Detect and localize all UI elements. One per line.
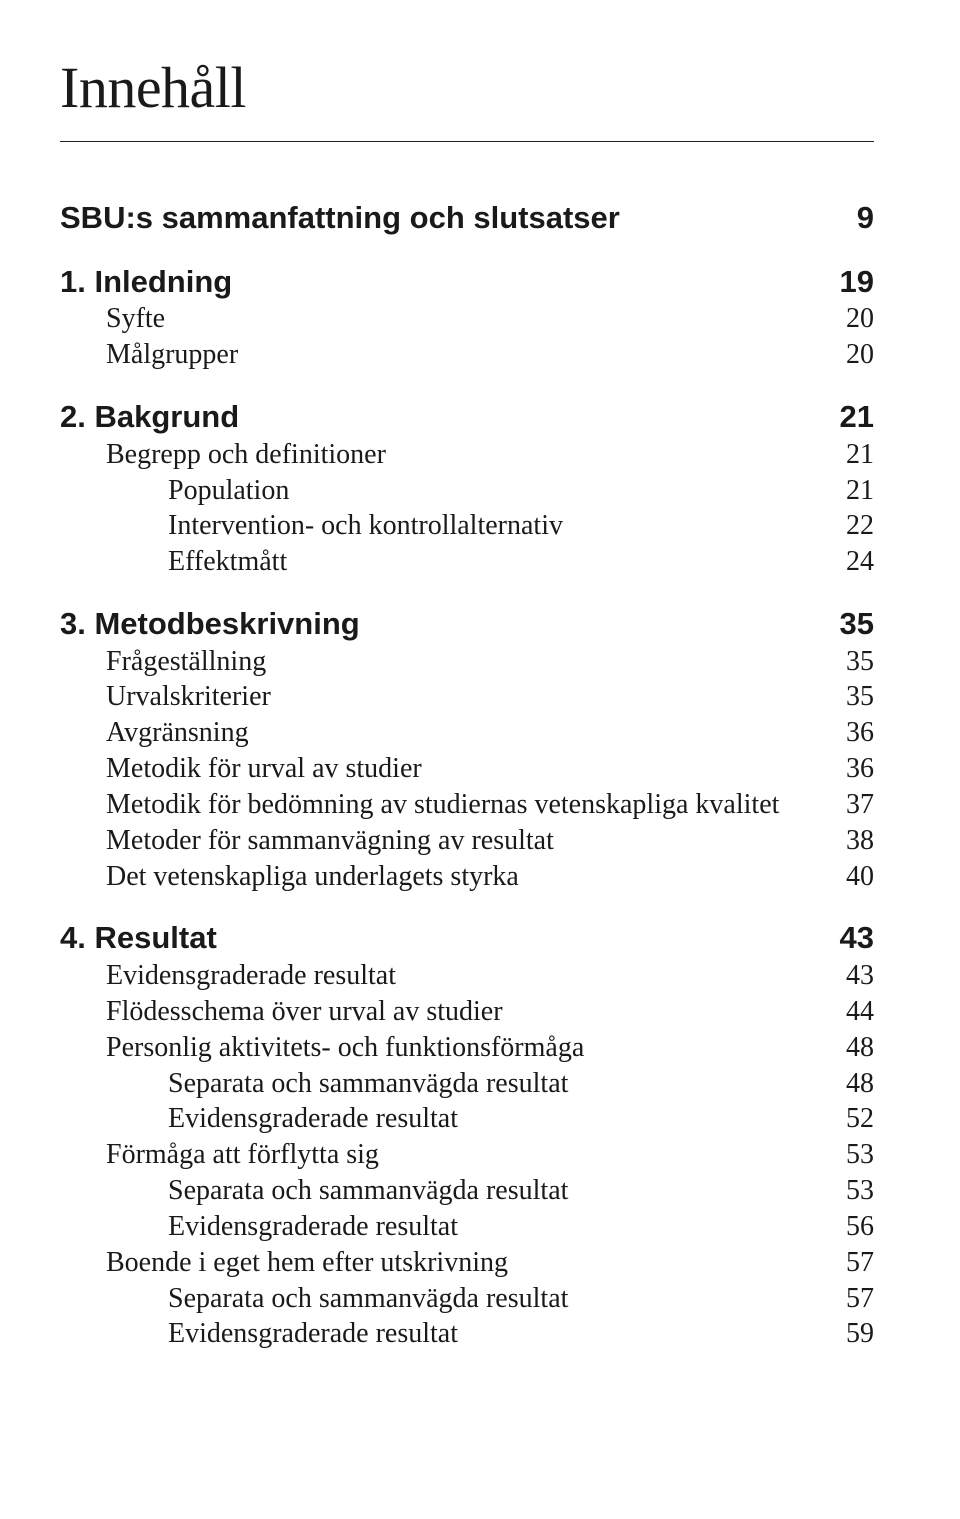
title-rule [60, 141, 874, 142]
toc-row: Evidensgraderade resultat 59 [60, 1316, 874, 1352]
toc-page-number: 19 [840, 262, 874, 302]
toc-row: 2. Bakgrund 21 [60, 397, 874, 437]
page-title: Innehåll [60, 54, 874, 121]
toc-row: Evidensgraderade resultat 56 [60, 1209, 874, 1245]
toc-page-number: 48 [846, 1030, 874, 1066]
toc-page-number: 57 [846, 1245, 874, 1281]
toc-row: Intervention- och kontrollalternativ 22 [60, 508, 874, 544]
toc-page-number: 21 [846, 437, 874, 473]
toc-page-number: 35 [840, 604, 874, 644]
toc-row: Det vetenskapliga underlagets styrka 40 [60, 859, 874, 895]
toc-label: Metodik för bedömning av studiernas vete… [60, 787, 779, 823]
toc-page-number: 36 [846, 715, 874, 751]
toc-row: Separata och sammanvägda resultat 57 [60, 1281, 874, 1317]
toc-label: Flödesschema över urval av studier [60, 994, 503, 1030]
toc-label: Syfte [60, 301, 165, 337]
toc-gap [60, 580, 874, 604]
toc-label: Intervention- och kontrollalternativ [60, 508, 563, 544]
toc-page-number: 44 [846, 994, 874, 1030]
toc-row: Avgränsning 36 [60, 715, 874, 751]
toc-row: Flödesschema över urval av studier 44 [60, 994, 874, 1030]
toc-page-number: 9 [857, 198, 874, 238]
toc-page-number: 36 [846, 751, 874, 787]
toc-row: Frågeställning 35 [60, 644, 874, 680]
toc-row: Målgrupper 20 [60, 337, 874, 373]
toc-label: Begrepp och definitioner [60, 437, 386, 473]
toc-page-number: 38 [846, 823, 874, 859]
toc-row: Metodik för urval av studier 36 [60, 751, 874, 787]
toc-label: Urvalskriterier [60, 679, 271, 715]
toc-label: Frågeställning [60, 644, 266, 680]
toc-page-number: 37 [846, 787, 874, 823]
toc-gap [60, 894, 874, 918]
toc-row: Boende i eget hem efter utskrivning 57 [60, 1245, 874, 1281]
toc-page-number: 52 [846, 1101, 874, 1137]
toc-page-number: 56 [846, 1209, 874, 1245]
toc-label: Målgrupper [60, 337, 238, 373]
toc-label: Metodik för urval av studier [60, 751, 422, 787]
toc-row: Metodik för bedömning av studiernas vete… [60, 787, 874, 823]
toc-label: 2. Bakgrund [60, 397, 239, 437]
toc-label: 4. Resultat [60, 918, 217, 958]
toc-page-number: 35 [846, 679, 874, 715]
toc-row: Population 21 [60, 473, 874, 509]
toc-row: Syfte 20 [60, 301, 874, 337]
toc-label: 3. Metodbeskrivning [60, 604, 360, 644]
toc-row: 3. Metodbeskrivning 35 [60, 604, 874, 644]
toc-page-number: 40 [846, 859, 874, 895]
toc-label: Evidensgraderade resultat [60, 958, 396, 994]
toc-page-number: 48 [846, 1066, 874, 1102]
toc-page-number: 53 [846, 1173, 874, 1209]
toc-row: Separata och sammanvägda resultat 48 [60, 1066, 874, 1102]
toc-row: Effektmått 24 [60, 544, 874, 580]
toc-page: Innehåll SBU:s sammanfattning och slutsa… [0, 0, 960, 1519]
toc-page-number: 22 [846, 508, 874, 544]
toc-page-number: 24 [846, 544, 874, 580]
toc-page-number: 59 [846, 1316, 874, 1352]
toc-label: 1. Inledning [60, 262, 232, 302]
toc-row: Separata och sammanvägda resultat 53 [60, 1173, 874, 1209]
toc-label: Metoder för sammanvägning av resultat [60, 823, 554, 859]
toc-gap [60, 373, 874, 397]
toc-label: Population [60, 473, 289, 509]
toc-label: SBU:s sammanfattning och slutsatser [60, 198, 620, 238]
toc-page-number: 21 [846, 473, 874, 509]
toc-row: SBU:s sammanfattning och slutsatser 9 [60, 198, 874, 238]
toc-gap [60, 238, 874, 262]
toc-page-number: 35 [846, 644, 874, 680]
toc-row: 1. Inledning 19 [60, 262, 874, 302]
toc-label: Evidensgraderade resultat [60, 1101, 458, 1137]
toc-page-number: 21 [840, 397, 874, 437]
toc-label: Effektmått [60, 544, 287, 580]
toc-label: Personlig aktivitets- och funktionsförmå… [60, 1030, 584, 1066]
toc-page-number: 43 [840, 918, 874, 958]
toc-row: 4. Resultat 43 [60, 918, 874, 958]
toc-label: Separata och sammanvägda resultat [60, 1066, 568, 1102]
toc-page-number: 43 [846, 958, 874, 994]
toc-page-number: 20 [846, 337, 874, 373]
toc-row: Urvalskriterier 35 [60, 679, 874, 715]
toc-row: Förmåga att förflytta sig 53 [60, 1137, 874, 1173]
toc-row: Evidensgraderade resultat 52 [60, 1101, 874, 1137]
toc-label: Avgränsning [60, 715, 249, 751]
toc-page-number: 53 [846, 1137, 874, 1173]
toc-page-number: 20 [846, 301, 874, 337]
toc-row: Evidensgraderade resultat 43 [60, 958, 874, 994]
toc-label: Förmåga att förflytta sig [60, 1137, 379, 1173]
toc-label: Det vetenskapliga underlagets styrka [60, 859, 519, 895]
toc-label: Separata och sammanvägda resultat [60, 1173, 568, 1209]
toc-label: Separata och sammanvägda resultat [60, 1281, 568, 1317]
toc-label: Evidensgraderade resultat [60, 1316, 458, 1352]
toc-row: Begrepp och definitioner 21 [60, 437, 874, 473]
toc-label: Boende i eget hem efter utskrivning [60, 1245, 508, 1281]
toc-row: Personlig aktivitets- och funktionsförmå… [60, 1030, 874, 1066]
toc-label: Evidensgraderade resultat [60, 1209, 458, 1245]
toc-page-number: 57 [846, 1281, 874, 1317]
toc-list: SBU:s sammanfattning och slutsatser 9 1. I… [60, 198, 874, 1352]
toc-row: Metoder för sammanvägning av resultat 38 [60, 823, 874, 859]
